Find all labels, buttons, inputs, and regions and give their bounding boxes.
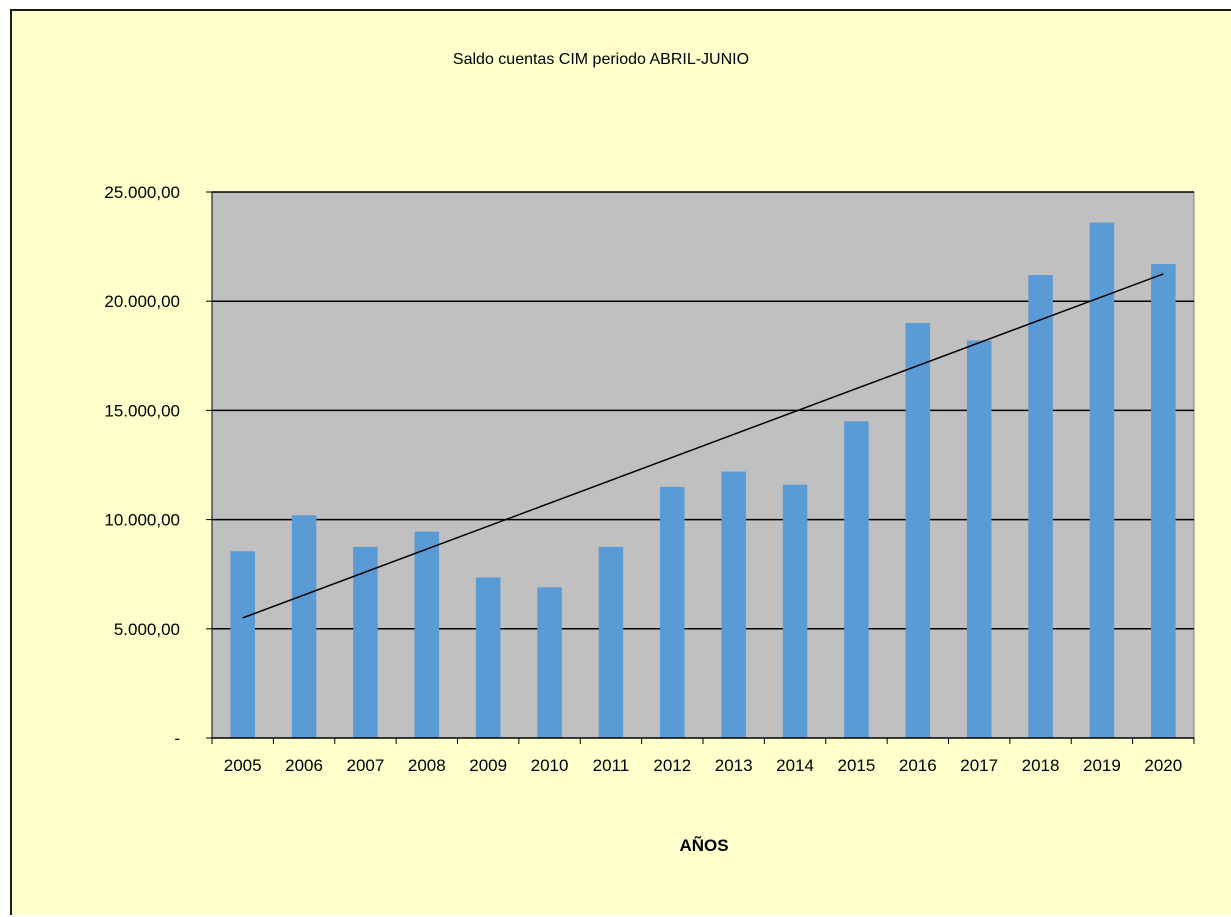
chart-title: Saldo cuentas CIM periodo ABRIL-JUNIO [453,51,749,68]
x-tick-label: 2012 [653,756,691,775]
bar-2018 [1028,274,1053,738]
bar-2020 [1151,264,1176,738]
bars [230,222,1176,739]
bar-2014 [782,484,808,738]
x-tick-label: 2005 [224,756,262,775]
x-tick-label: 2011 [593,756,630,775]
x-tick-label: 2007 [347,756,385,775]
y-tick-label: 5.000,00 [114,620,180,639]
x-tick-label: 2006 [285,756,323,775]
x-axis-title: AÑOS [679,835,728,855]
y-tick-label: 15.000,00 [104,401,180,420]
x-tick-label: 2014 [776,756,814,775]
bar-2011 [598,546,624,738]
bar-2005 [230,551,255,738]
bar-2017 [966,340,992,738]
bar-2012 [660,486,685,738]
bar-2006 [291,515,317,738]
bar-2009 [475,577,501,738]
bar-2010 [537,587,562,738]
bar-2016 [905,323,931,738]
bar-2013 [721,471,746,738]
x-axis-ticks: 2005 2006 2007 2008 2009 2010 2011 2012 2013 2014… [211,738,1195,775]
bar-2008 [414,531,440,738]
y-tick-label: 20.000,00 [104,292,180,311]
x-tick-label: 2015 [838,756,876,775]
y-tick-label: 25.000,00 [104,183,180,202]
x-tick-label: 2016 [899,756,937,775]
x-tick-label: 2017 [960,756,998,775]
y-axis-ticks: - 5.000,00 10.000,00 15.000,00 20.000,00 25.0… [104,183,212,748]
y-tick-label: 10.000,00 [104,511,180,530]
bar-chart: Saldo cuentas CIM periodo ABRIL-JUNIO - 5… [104,51,1195,855]
chart-area[interactable]: Saldo cuentas CIM periodo ABRIL-JUNIO - 5… [10,9,1231,915]
x-tick-label: 2018 [1022,756,1060,775]
x-tick-label: 2008 [408,756,446,775]
x-tick-label: 2020 [1144,756,1182,775]
x-tick-label: 2009 [469,756,507,775]
x-tick-label: 2013 [715,756,753,775]
x-tick-label: 2010 [531,756,569,775]
trendline [242,273,1164,619]
bar-2007 [353,546,378,738]
y-tick-label: - [174,729,180,748]
bar-2015 [844,421,869,738]
bar-2019 [1089,222,1115,739]
x-tick-label: 2019 [1083,756,1121,775]
